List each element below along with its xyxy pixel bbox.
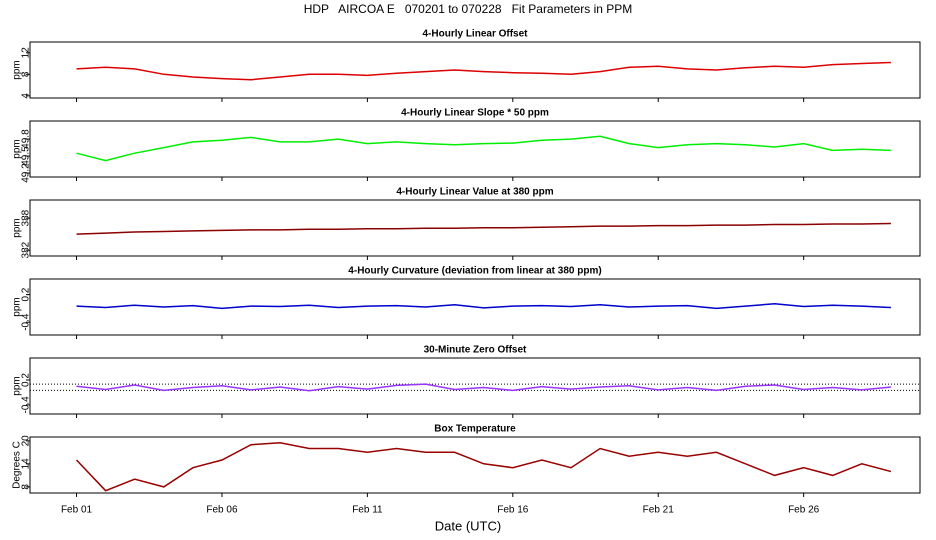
y-tick-label: 388 [21,209,32,226]
panel-title: 4-Hourly Linear Slope * 50 ppm [401,108,549,119]
data-line [76,135,891,162]
chart-title: HDP AIRCOA E 070201 to 070228 Fit Parame… [304,2,633,16]
data-line [76,383,891,392]
x-tick-label: Feb 26 [788,505,820,516]
y-tick-label: 382 [21,241,32,258]
panel-title: 30-Minute Zero Offset [424,345,527,356]
y-tick-label: 0.2 [21,287,32,301]
x-tick-label: Feb 16 [497,505,529,516]
y-axis-label: ppm [12,139,23,158]
plot-frame [29,436,921,494]
y-axis-label: ppm [12,60,23,79]
y-axis-label: ppm [12,218,23,237]
y-tick-label: -0.4 [21,396,32,414]
x-tick-label: Feb 21 [643,505,675,516]
y-axis-label: ppm [12,297,23,316]
y-tick-label: -0.4 [21,313,32,331]
data-line [76,303,891,310]
x-tick-label: Feb 06 [206,505,238,516]
y-tick-label: 49.5 [21,146,32,166]
y-axis-label: Degrees C [12,441,23,489]
y-tick-label: 20 [21,435,32,447]
panel-title: 4-Hourly Curvature (deviation from linea… [348,266,601,277]
panel-title: 4-Hourly Linear Value at 380 ppm [396,187,553,198]
x-tick-label: Feb 01 [61,505,93,516]
y-tick-label: 49.8 [21,129,32,149]
y-tick-label: 49.2 [21,163,32,183]
data-line [76,61,891,81]
x-tick-label: Feb 11 [352,505,383,516]
y-tick-label: 0.2 [21,373,32,387]
data-line [76,222,891,235]
plot-frame [29,199,921,257]
y-tick-label: 12 [21,47,32,59]
panel-title: Box Temperature [434,424,516,435]
y-tick-label: 8 [21,484,32,490]
data-line [75,442,892,492]
plot-frame [29,41,921,99]
plot-frame [29,278,921,336]
panel-title: 4-Hourly Linear Offset [422,29,528,40]
y-tick-label: 4 [21,93,32,99]
plot-frame [29,120,921,178]
y-tick-label: 14 [21,458,32,470]
y-tick-label: 8 [21,71,32,77]
y-axis-label: ppm [12,376,23,395]
x-axis-label: Date (UTC) [435,518,501,533]
plot-frame [29,357,921,415]
